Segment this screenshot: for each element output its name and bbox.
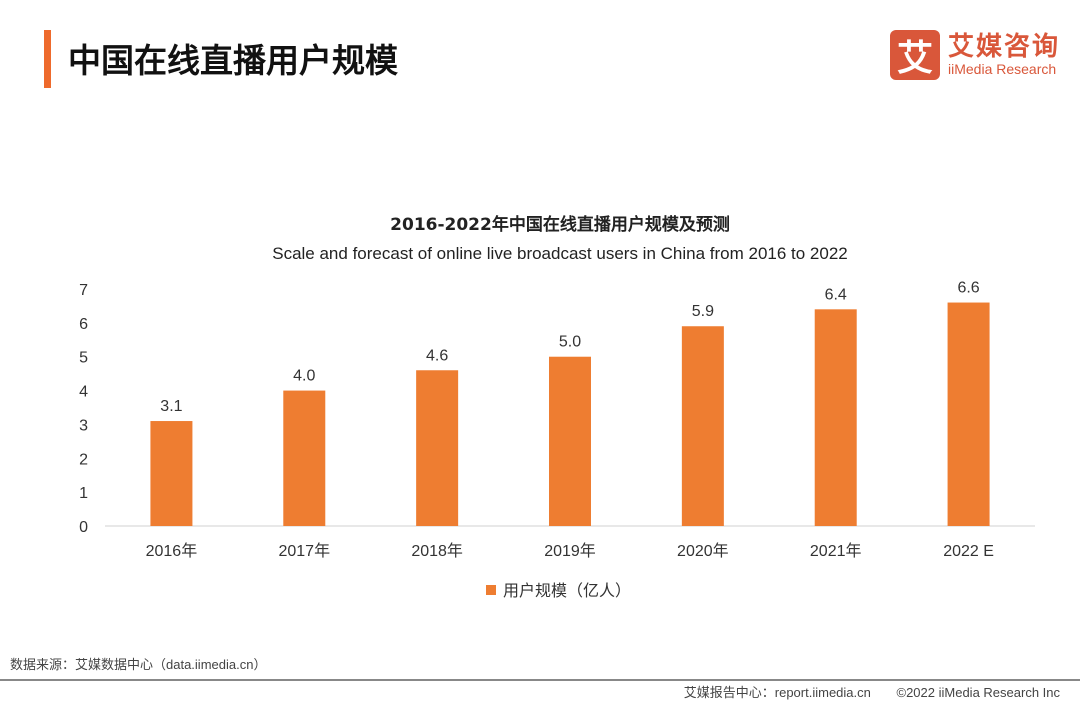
legend-label: 用户规模（亿人） bbox=[503, 582, 631, 600]
page-title: 中国在线直播用户规模 bbox=[68, 41, 398, 80]
legend-swatch bbox=[486, 585, 496, 595]
bar bbox=[283, 390, 326, 526]
y-tick-label: 6 bbox=[79, 316, 88, 333]
report-center: 艾媒报告中心：report.iimedia.cn bbox=[683, 685, 871, 700]
data-source: 数据来源：艾媒数据中心（data.iimedia.cn） bbox=[10, 657, 267, 672]
y-tick-label: 1 bbox=[79, 485, 88, 502]
footer: 艾媒报告中心：report.iimedia.cn ©2022 iiMedia R… bbox=[662, 682, 1060, 701]
title-accent-bar bbox=[44, 30, 51, 88]
data-label: 6.4 bbox=[825, 286, 847, 303]
data-label: 4.0 bbox=[293, 368, 315, 385]
bar bbox=[947, 302, 990, 526]
y-tick-label: 3 bbox=[79, 417, 88, 434]
x-tick-label: 2022 E bbox=[943, 543, 994, 560]
footer-divider bbox=[0, 679, 1080, 681]
y-tick-label: 2 bbox=[79, 451, 88, 468]
y-tick-label: 5 bbox=[79, 350, 88, 367]
bar bbox=[549, 356, 591, 526]
x-tick-label: 2018年 bbox=[411, 542, 463, 560]
logo-en: iiMedia Research bbox=[948, 61, 1057, 77]
data-label: 3.1 bbox=[160, 398, 182, 415]
bar bbox=[681, 326, 724, 526]
data-label: 5.9 bbox=[692, 303, 714, 320]
bar bbox=[814, 309, 857, 526]
logo-cn: 艾媒咨询 bbox=[948, 32, 1061, 62]
copyright: ©2022 iiMedia Research Inc bbox=[896, 685, 1061, 700]
data-label: 5.0 bbox=[559, 334, 581, 351]
x-tick-label: 2016年 bbox=[146, 542, 198, 560]
chart-subtitle: Scale and forecast of online live broadc… bbox=[272, 244, 848, 263]
bar bbox=[150, 421, 193, 526]
data-label: 4.6 bbox=[426, 347, 448, 364]
y-tick-label: 7 bbox=[79, 282, 88, 299]
bar bbox=[416, 370, 459, 526]
x-tick-label: 2020年 bbox=[677, 542, 729, 560]
x-tick-label: 2017年 bbox=[278, 542, 330, 560]
x-tick-label: 2019年 bbox=[544, 542, 596, 560]
x-tick-label: 2021年 bbox=[810, 542, 862, 560]
data-label: 6.6 bbox=[957, 280, 979, 297]
logo-mark-icon: 艾 bbox=[890, 30, 940, 80]
logo: 艾 艾媒咨询 iiMedia Research bbox=[890, 30, 1060, 80]
chart-title: 2016-2022年中国在线直播用户规模及预测 bbox=[390, 215, 730, 235]
y-tick-label: 0 bbox=[79, 519, 88, 536]
y-tick-label: 4 bbox=[79, 384, 88, 401]
